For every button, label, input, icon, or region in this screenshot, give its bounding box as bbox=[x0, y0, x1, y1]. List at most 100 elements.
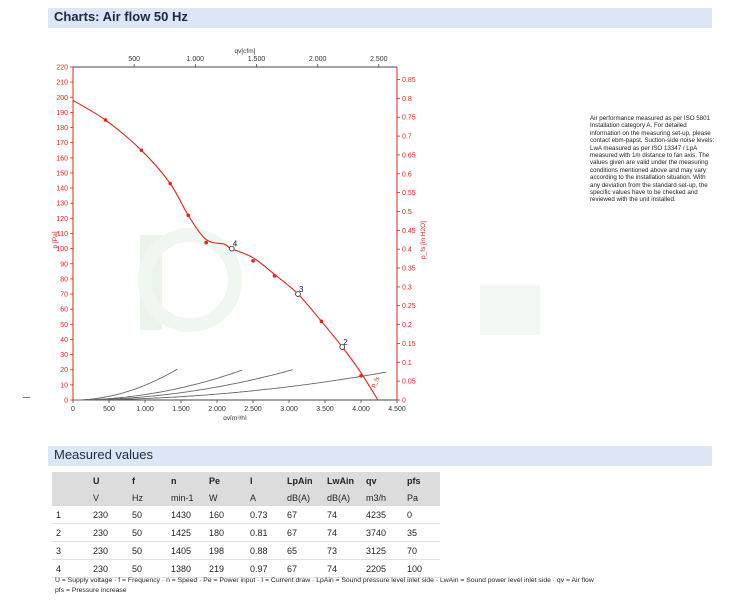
y-tick-label: 220 bbox=[56, 65, 68, 72]
x2-tick-label: 2.500 bbox=[370, 56, 388, 63]
table-row: 1 230 50 1430 160 0.73 67 74 4235 0 bbox=[52, 506, 440, 524]
unit-cell: Pa bbox=[403, 489, 440, 506]
fan-curve-marker bbox=[272, 274, 277, 278]
cell: 4235 bbox=[362, 506, 403, 524]
fan-curve-marker bbox=[168, 181, 172, 186]
y-tick-label: 60 bbox=[60, 307, 68, 314]
y-tick-label: 190 bbox=[56, 110, 68, 117]
cell: 74 bbox=[323, 559, 362, 578]
y-tick-label: 120 bbox=[56, 216, 68, 223]
cell: 2205 bbox=[362, 559, 403, 578]
watermark-shape bbox=[480, 285, 540, 335]
cell: 35 bbox=[403, 523, 440, 542]
table-units-row: V Hz min-1 W A dB(A) dB(A) m3/h Pa bbox=[52, 489, 440, 506]
y-tick-label: 200 bbox=[56, 95, 68, 102]
unit-cell: dB(A) bbox=[283, 489, 323, 506]
fan-curve-label: p_fs bbox=[371, 376, 382, 389]
air-flow-chart: 0102030405060708090100110120130140150160… bbox=[52, 48, 540, 420]
header-cell: U bbox=[89, 472, 128, 489]
table-row: 4 230 50 1380 219 0.97 67 74 2205 100 bbox=[52, 559, 440, 578]
unit-cell: m3/h bbox=[362, 489, 403, 506]
header-cell: Pe bbox=[205, 472, 246, 489]
cell: 50 bbox=[128, 559, 167, 578]
cell: 0.73 bbox=[246, 506, 283, 524]
x-tick-label: 4.000 bbox=[352, 406, 370, 413]
table-header-row: U f n Pe I LpAin LwAin qv pfs bbox=[52, 472, 440, 489]
system-curve-4 bbox=[73, 368, 178, 401]
header-cell bbox=[52, 472, 89, 489]
y-tick-label: 90 bbox=[60, 261, 68, 268]
y2-tick-label: 0.1 bbox=[402, 360, 412, 367]
y-tick-label: 10 bbox=[60, 382, 68, 389]
y2-tick-label: 0.7 bbox=[402, 134, 412, 141]
y-tick-label: 20 bbox=[60, 367, 68, 374]
cell: 0.97 bbox=[246, 559, 283, 578]
fan-curve-marker bbox=[186, 213, 190, 218]
cell: 230 bbox=[89, 506, 128, 524]
cell: 3740 bbox=[362, 523, 403, 542]
x2-axis-label: qv[cfm] bbox=[235, 48, 256, 55]
operating-point-label: 2 bbox=[343, 338, 348, 347]
x-tick-label: 2.000 bbox=[208, 406, 226, 413]
header-cell: f bbox=[128, 472, 167, 489]
table-row: 3 230 50 1405 198 0.88 65 73 3125 70 bbox=[52, 541, 440, 560]
x-tick-label: 500 bbox=[103, 406, 115, 413]
measured-values-title: Measured values bbox=[54, 447, 153, 462]
y2-tick-label: 0.25 bbox=[402, 303, 416, 310]
legend-line-2: pfs = Pressure increase bbox=[55, 587, 127, 594]
unit-cell: V bbox=[89, 489, 128, 506]
y-tick-label: 170 bbox=[56, 140, 68, 147]
header-cell: qv bbox=[362, 472, 403, 489]
table-row: 2 230 50 1425 180 0.81 67 74 3740 35 bbox=[52, 523, 440, 542]
cell: 1425 bbox=[167, 523, 205, 542]
cell: 67 bbox=[283, 523, 323, 542]
y2-tick-label: 0.2 bbox=[402, 322, 412, 329]
system-curve-1 bbox=[73, 369, 293, 401]
cell: 50 bbox=[128, 523, 167, 542]
cell: 67 bbox=[283, 559, 323, 578]
legend-line-1: U = Supply voltage · f = Frequency · n =… bbox=[55, 577, 594, 584]
y-tick-label: 150 bbox=[56, 170, 68, 177]
header-cell: pfs bbox=[403, 472, 440, 489]
measured-values-table: U f n Pe I LpAin LwAin qv pfs V Hz min-1… bbox=[52, 472, 440, 578]
y-tick-label: 210 bbox=[56, 80, 68, 87]
operating-point-label: 3 bbox=[299, 285, 304, 294]
cell: 67 bbox=[283, 506, 323, 524]
fan-curve-marker bbox=[359, 373, 363, 378]
operating-point-label: 4 bbox=[233, 240, 238, 249]
x-tick-label: 3.500 bbox=[316, 406, 334, 413]
cell: 2 bbox=[52, 523, 89, 542]
y-tick-label: 130 bbox=[56, 201, 68, 208]
fan-curve-marker bbox=[103, 118, 108, 122]
system-curve-3 bbox=[73, 369, 243, 401]
y2-axis-label: p_fs [in H2O] bbox=[420, 221, 427, 259]
cell: 0.81 bbox=[246, 523, 283, 542]
cell: 0.88 bbox=[246, 541, 283, 560]
y-tick-label: 30 bbox=[60, 352, 68, 359]
unit-cell: min-1 bbox=[167, 489, 205, 506]
cell: 230 bbox=[89, 541, 128, 560]
cell: 70 bbox=[403, 541, 440, 560]
y-tick-label: 0 bbox=[64, 398, 68, 405]
y2-tick-label: 0 bbox=[402, 398, 406, 405]
y-tick-label: 160 bbox=[56, 155, 68, 162]
fan-curve-marker bbox=[204, 240, 208, 245]
charts-section-header: Charts: Air flow 50 Hz bbox=[48, 8, 712, 28]
x2-tick-label: 1.500 bbox=[248, 56, 266, 63]
y-tick-label: 40 bbox=[60, 337, 68, 344]
y2-tick-label: 0.85 bbox=[402, 77, 416, 84]
cell: 4 bbox=[52, 559, 89, 578]
unit-cell bbox=[52, 489, 89, 506]
cell: 230 bbox=[89, 523, 128, 542]
cell: 1380 bbox=[167, 559, 205, 578]
fan-curve-marker bbox=[139, 148, 144, 153]
unit-cell: A bbox=[246, 489, 283, 506]
cell: 160 bbox=[205, 506, 246, 524]
cell: 0 bbox=[403, 506, 440, 524]
x-tick-label: 4.500 bbox=[388, 406, 406, 413]
cell: 198 bbox=[205, 541, 246, 560]
cell: 230 bbox=[89, 559, 128, 578]
side-dash bbox=[23, 397, 30, 398]
header-cell: LwAin bbox=[323, 472, 362, 489]
operating-point bbox=[339, 344, 346, 350]
